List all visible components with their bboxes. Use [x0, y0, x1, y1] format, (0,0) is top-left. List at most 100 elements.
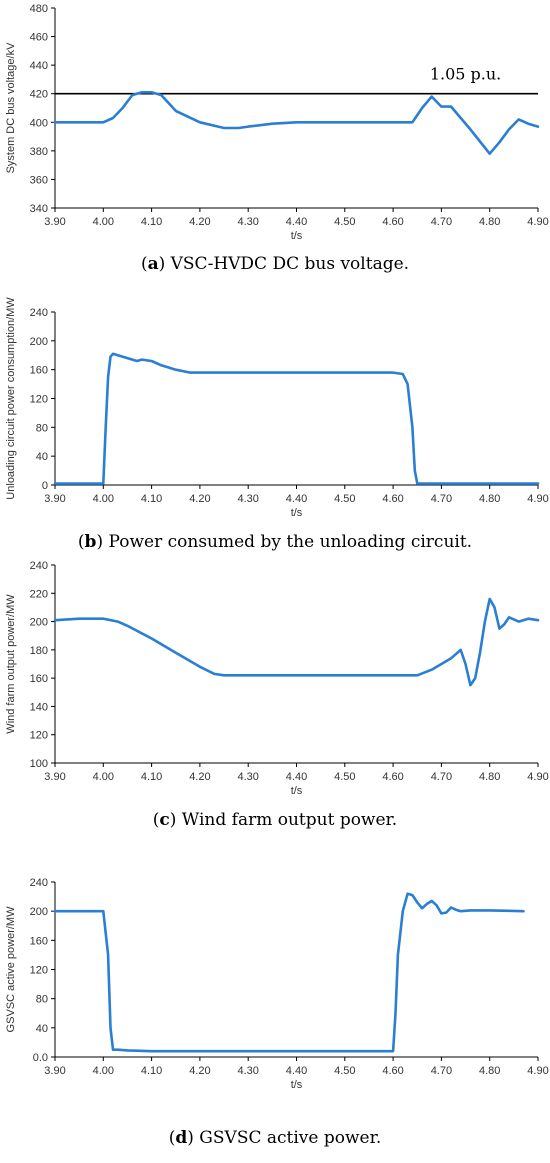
- chart-d-x-tick-label: 4.80: [479, 1065, 500, 1077]
- caption-a-letter: a: [147, 254, 159, 274]
- chart-panel-b: 0 40 80 120 160 200 240 3.90 4.00 4.10 4.20 4.30 4.4…: [0, 0, 550, 560]
- chart-b-x-tick-label: 4.60: [382, 493, 403, 505]
- chart-a-y-tick-label: 360: [30, 174, 48, 186]
- chart-c-y-tick-label: 200: [30, 617, 48, 629]
- caption-b-letter: b: [84, 532, 97, 552]
- chart-b-svg: 0 40 80 120 160 200 240 3.90 4.00 4.10 4.20 4.30 4.4…: [5, 297, 549, 519]
- caption-c: (c) Wind farm output power.: [152, 810, 398, 830]
- chart-d-y-label: GSVSC active power/MW: [5, 906, 17, 1033]
- chart-a-y-tick-label: 460: [30, 32, 48, 44]
- chart-d-x-tick-label: 4.30: [237, 1065, 258, 1077]
- chart-a-x-label: t/s: [291, 230, 303, 242]
- chart-a-x-tick-label: 4.40: [286, 216, 307, 228]
- chart-b-x-tick-label: 4.20: [189, 493, 210, 505]
- chart-b-x-tick-label: 4.80: [479, 493, 500, 505]
- chart-a-x-tick-label: 4.60: [382, 216, 403, 228]
- chart-a-y-tick-label: 480: [30, 3, 48, 15]
- chart-c-y-label: Wind farm output power/MW: [5, 594, 17, 734]
- chart-b-series-line: [53, 352, 540, 485]
- chart-d-y-tick-label: 160: [30, 935, 48, 947]
- chart-c-y-tick-label: 140: [30, 701, 48, 713]
- chart-c-svg: 100 120 140 160 180 200 220 240 3.90 4.00 4.10 4.20…: [5, 560, 549, 797]
- chart-b-y-tick-label: 240: [30, 307, 48, 319]
- chart-b-y-tick-label: 120: [30, 394, 48, 406]
- chart-d-x-tick-label: 4.60: [382, 1065, 403, 1077]
- chart-c-x-tick-label: 3.90: [44, 771, 65, 783]
- chart-a-series-line: [53, 91, 540, 155]
- chart-c-x-tick-label: 4.90: [527, 771, 548, 783]
- chart-d-y-tick-label: 0.0: [33, 1052, 48, 1064]
- chart-b-x-tick-label: 4.50: [334, 493, 355, 505]
- caption-c-text: Wind farm output power.: [176, 810, 398, 830]
- caption-d: (d) GSVSC active power.: [168, 1128, 382, 1148]
- chart-a-x-tick-label: 4.00: [93, 216, 114, 228]
- chart-b-y-tick-label: 40: [36, 451, 48, 463]
- chart-a-y-tick-label: 380: [30, 146, 48, 158]
- chart-b-x-label: t/s: [291, 507, 303, 519]
- chart-d-y-tick-label: 40: [36, 1023, 48, 1035]
- chart-a-reference-label: 1.05 p.u.: [430, 65, 501, 84]
- chart-b-x-tick-label: 4.90: [527, 493, 548, 505]
- chart-a-y-label: System DC bus voltage/kV: [5, 42, 17, 173]
- chart-d-y-tick-label: 120: [30, 965, 48, 977]
- chart-b-x-tick-label: 3.90: [44, 493, 65, 505]
- chart-b-y-tick-label: 200: [30, 336, 48, 348]
- chart-c-x-tick-label: 4.00: [93, 771, 114, 783]
- chart-d-y-tick-label: 80: [36, 994, 48, 1006]
- chart-c-x-tick-label: 4.40: [286, 771, 307, 783]
- chart-c-x-tick-label: 4.70: [431, 771, 452, 783]
- chart-c-x-tick-label: 4.80: [479, 771, 500, 783]
- chart-c-x-label: t/s: [291, 785, 303, 797]
- chart-c-y-tick-label: 160: [30, 673, 48, 685]
- chart-b-y-tick-label: 0: [42, 480, 48, 492]
- chart-c-y-tick-label: 100: [30, 758, 48, 770]
- caption-d-text: GSVSC active power.: [193, 1128, 382, 1148]
- chart-b-y-tick-label: 80: [36, 422, 48, 434]
- caption-b: (b) Power consumed by the unloading circ…: [77, 532, 473, 552]
- chart-c-x-tick-label: 4.20: [189, 771, 210, 783]
- chart-c-y-tick-label: 220: [30, 588, 48, 600]
- chart-d-x-tick-label: 4.40: [286, 1065, 307, 1077]
- caption-b-text: Power consumed by the unloading circuit.: [103, 532, 473, 552]
- chart-a-y-tick-label: 440: [30, 60, 48, 72]
- caption-d-letter: d: [175, 1128, 188, 1148]
- chart-a-x-tick-label: 4.30: [237, 216, 258, 228]
- chart-b-x-tick-label: 4.70: [431, 493, 452, 505]
- chart-d-x-tick-label: 4.00: [93, 1065, 114, 1077]
- chart-a-x-tick-label: 4.70: [431, 216, 452, 228]
- chart-a-y-tick-label: 400: [30, 117, 48, 129]
- chart-b-y-tick-label: 160: [30, 365, 48, 377]
- chart-b-x-tick-label: 4.10: [141, 493, 162, 505]
- chart-a-x-tick-label: 4.50: [334, 216, 355, 228]
- chart-c-y-tick-label: 180: [30, 645, 48, 657]
- chart-a-y-tick-label: 340: [30, 203, 48, 215]
- chart-panel-c: 100 120 140 160 180 200 220 240 3.90 4.00 4.10 4.20…: [5, 560, 549, 830]
- chart-c-x-tick-label: 4.60: [382, 771, 403, 783]
- chart-d-x-tick-label: 4.90: [527, 1065, 548, 1077]
- chart-c-y-tick-label: 120: [30, 730, 48, 742]
- chart-d-x-tick-label: 4.50: [334, 1065, 355, 1077]
- chart-d-x-tick-label: 4.70: [431, 1065, 452, 1077]
- chart-d-series-line: [53, 892, 525, 1053]
- chart-a-x-tick-label: 4.80: [479, 216, 500, 228]
- chart-a-x-tick-label: 4.90: [527, 216, 548, 228]
- chart-a-x-tick-label: 4.20: [189, 216, 210, 228]
- chart-d-x-label: t/s: [291, 1079, 303, 1091]
- chart-a-x-tick-label: 3.90: [44, 216, 65, 228]
- chart-c-x-tick-label: 4.10: [141, 771, 162, 783]
- chart-b-x-tick-label: 4.40: [286, 493, 307, 505]
- chart-c-x-tick-label: 4.30: [237, 771, 258, 783]
- chart-b-y-label: Unloading circuit power consumption/MW: [5, 297, 17, 500]
- caption-c-letter: c: [159, 810, 170, 830]
- chart-d-x-tick-label: 4.10: [141, 1065, 162, 1077]
- chart-d-x-tick-label: 3.90: [44, 1065, 65, 1077]
- chart-c-y-tick-label: 240: [30, 560, 48, 572]
- caption-a: (a) VSC-HVDC DC bus voltage.: [140, 254, 410, 274]
- caption-a-text: VSC-HVDC DC bus voltage.: [165, 254, 410, 274]
- chart-c-series-line: [53, 597, 540, 687]
- chart-a-svg: 340 360 380 400 420 440 460 480 3.90 4.00 4.10 4.20…: [5, 3, 549, 242]
- chart-d-x-tick-label: 4.20: [189, 1065, 210, 1077]
- chart-c-x-tick-label: 4.50: [334, 771, 355, 783]
